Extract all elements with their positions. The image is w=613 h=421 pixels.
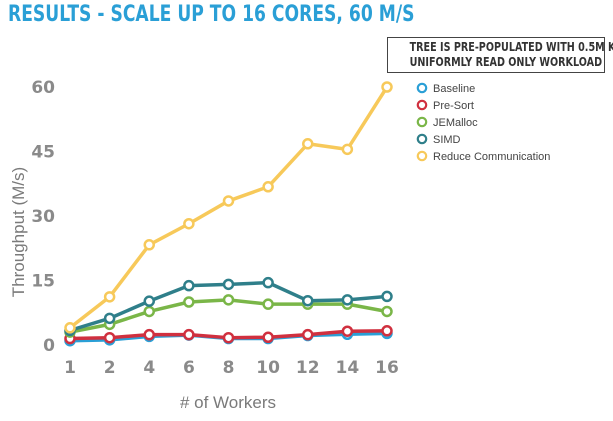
series-line — [68, 86, 389, 330]
data-point — [341, 294, 354, 306]
data-point — [143, 328, 155, 341]
y-tick-label: 45 — [31, 143, 55, 163]
data-point — [262, 181, 274, 193]
data-point — [143, 239, 155, 251]
legend-marker — [416, 82, 428, 94]
data-point — [183, 296, 195, 308]
legend-label: Reduce Communication — [433, 151, 550, 163]
x-tick-label: 14 — [336, 358, 360, 378]
data-point — [183, 328, 195, 341]
data-point — [222, 278, 235, 291]
data-point — [222, 294, 235, 306]
series-pre-sort — [64, 325, 393, 345]
data-point — [103, 312, 116, 325]
data-point — [64, 322, 76, 334]
legend-marker — [416, 133, 428, 145]
x-tick-label: 12 — [296, 358, 320, 378]
x-tick-label: 1 — [64, 358, 76, 378]
y-tick-label: 30 — [31, 207, 55, 227]
legend-label: JEMalloc — [433, 117, 478, 129]
data-point — [143, 305, 155, 318]
legend-marker — [416, 150, 428, 162]
x-tick-label: 4 — [143, 358, 155, 378]
legend-item: Reduce Communication — [416, 150, 550, 163]
data-point — [381, 81, 393, 93]
data-point — [381, 305, 393, 318]
note-line-1: TREE IS PRE-POPULATED WITH 0.5M KEYS — [409, 40, 613, 54]
y-tick-label: 15 — [31, 272, 55, 292]
data-point — [302, 294, 314, 307]
x-tick-label: 8 — [223, 358, 235, 378]
legend-item: JEMalloc — [416, 116, 478, 129]
data-point — [222, 331, 235, 344]
data-point — [222, 195, 235, 207]
data-point — [262, 331, 274, 344]
x-tick-label: 2 — [104, 358, 116, 378]
legend-label: Baseline — [433, 83, 475, 95]
workload-note: TREE IS PRE-POPULATED WITH 0.5M KEYS UNI… — [387, 37, 613, 73]
legend-item: Pre-Sort — [416, 99, 474, 112]
note-line-2: UNIFORMLY READ ONLY WORKLOAD — [409, 55, 603, 69]
data-point — [262, 298, 274, 310]
data-point — [302, 328, 314, 341]
chart-series — [64, 81, 393, 347]
data-point — [103, 291, 116, 303]
x-tick-label: 6 — [183, 358, 195, 378]
legend-label: Pre-Sort — [433, 100, 474, 112]
data-point — [183, 279, 195, 292]
page-title: RESULTS - SCALE UP TO 16 CORES, 60 M/S — [8, 2, 415, 27]
data-point — [341, 325, 354, 337]
legend-item: Baseline — [416, 82, 475, 95]
legend-label: SIMD — [433, 134, 461, 146]
y-axis-label: Throughput (M/s) — [9, 167, 28, 297]
data-point — [381, 290, 393, 303]
series-simd — [64, 276, 393, 337]
data-point — [341, 143, 354, 156]
y-tick-label: 0 — [43, 336, 55, 356]
data-point — [103, 331, 116, 344]
x-axis-label: # of Workers — [180, 393, 276, 412]
chart-legend: Baseline Pre-Sort JEMalloc SIMD Reduce Commu… — [416, 82, 550, 163]
series-reduce-communication — [64, 81, 393, 334]
x-tick-label: 16 — [375, 358, 399, 378]
legend-marker — [416, 99, 428, 111]
data-point — [381, 325, 393, 337]
data-point — [143, 295, 155, 307]
legend-item: SIMD — [416, 133, 461, 146]
legend-marker — [416, 116, 428, 128]
data-point — [302, 138, 314, 150]
x-tick-label: 10 — [256, 358, 280, 378]
y-tick-label: 60 — [31, 78, 55, 98]
data-point — [262, 276, 274, 289]
data-point — [183, 217, 195, 230]
